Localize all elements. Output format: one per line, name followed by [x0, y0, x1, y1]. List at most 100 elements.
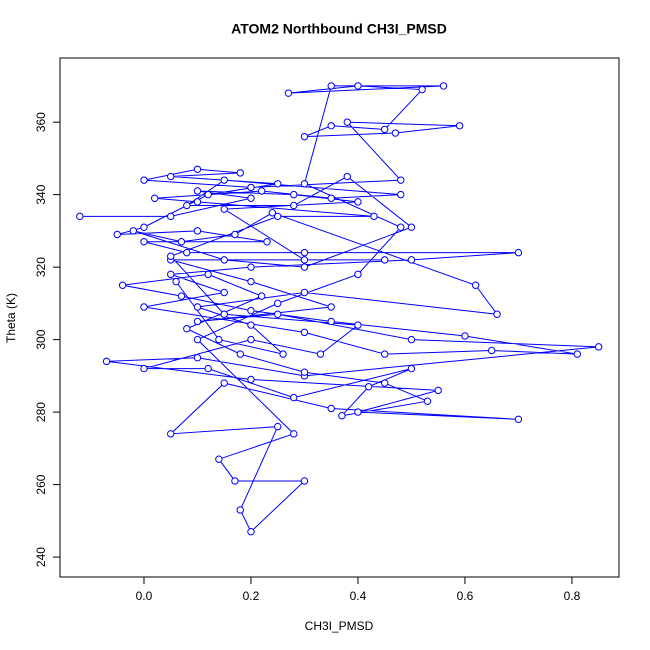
data-point — [257, 292, 266, 300]
data-point — [573, 350, 581, 358]
data-point — [167, 430, 175, 438]
data-point — [381, 379, 389, 387]
data-point — [290, 201, 298, 210]
plot-frame — [59, 57, 620, 578]
data-point — [167, 270, 175, 279]
data-point — [434, 386, 442, 395]
data-point — [140, 223, 148, 231]
data-point — [514, 415, 523, 424]
data-point — [300, 263, 309, 271]
data-point — [193, 335, 202, 344]
data-point — [247, 335, 255, 344]
data-point — [118, 281, 127, 289]
data-point — [274, 422, 282, 431]
data-point — [514, 248, 523, 257]
y-tick-label: 300 — [34, 329, 48, 349]
data-point — [300, 256, 309, 264]
x-tick-label: 0.0 — [136, 589, 153, 603]
data-point — [284, 89, 293, 97]
data-point — [220, 288, 228, 297]
data-point — [220, 310, 228, 318]
data-point — [204, 190, 212, 199]
data-point — [236, 350, 244, 358]
data-point — [594, 343, 603, 351]
x-tick-label: 0.8 — [564, 589, 581, 603]
data-point — [354, 408, 362, 416]
data-point — [150, 194, 159, 202]
data-point — [247, 277, 255, 286]
data-point — [343, 118, 351, 126]
data-point — [381, 256, 389, 264]
data-point — [247, 263, 255, 271]
data-point — [220, 205, 228, 213]
x-tick-label: 0.2 — [243, 589, 260, 603]
data-point — [300, 328, 309, 337]
data-point — [140, 364, 148, 373]
data-point — [397, 176, 405, 184]
data-point — [381, 350, 389, 358]
y-tick-label: 340 — [34, 184, 48, 204]
data-point — [274, 299, 282, 308]
data-point — [471, 281, 480, 289]
data-point — [354, 82, 362, 90]
data-point — [300, 288, 309, 297]
data-point — [220, 176, 228, 184]
data-point — [172, 277, 180, 286]
data-point — [407, 364, 416, 373]
data-point — [247, 321, 255, 329]
data-point — [290, 393, 298, 402]
data-point — [300, 368, 309, 376]
data-point — [193, 354, 202, 362]
data-point — [257, 187, 266, 195]
data-point — [204, 270, 212, 279]
data-point — [167, 212, 175, 221]
data-point — [290, 190, 298, 199]
data-point — [193, 198, 202, 206]
data-point — [487, 346, 496, 355]
data-point — [193, 317, 202, 326]
data-point — [274, 212, 282, 221]
data-point — [391, 129, 400, 137]
data-point — [397, 223, 405, 231]
data-point — [167, 252, 175, 260]
data-point — [397, 190, 405, 199]
data-point — [236, 169, 244, 177]
data-point — [327, 317, 335, 326]
data-point — [247, 527, 255, 536]
data-point — [407, 256, 416, 264]
data-point — [215, 335, 223, 344]
data-point — [102, 357, 111, 366]
data-point — [461, 332, 469, 340]
data-point — [183, 325, 191, 333]
data-point — [177, 292, 186, 300]
data-point — [215, 455, 223, 463]
data-point — [418, 85, 426, 94]
data-point — [268, 209, 277, 217]
data-point — [274, 310, 282, 318]
data-point — [354, 198, 362, 206]
data-point — [113, 230, 121, 239]
data-point — [183, 248, 191, 257]
data-point — [300, 477, 309, 485]
data-point — [167, 172, 175, 181]
data-point — [231, 477, 239, 485]
data-point — [177, 238, 186, 246]
chart-title: ATOM2 Northbound CH3I_PMSD — [231, 21, 447, 37]
data-point — [327, 303, 335, 311]
data-point — [327, 122, 335, 130]
data-point — [407, 223, 416, 231]
data-point — [247, 306, 255, 315]
data-point — [370, 212, 378, 221]
x-tick-label: 0.6 — [457, 589, 474, 603]
data-point — [204, 364, 212, 373]
data-point — [327, 404, 335, 413]
data-point — [263, 238, 271, 246]
data-point — [193, 227, 202, 235]
data-point — [300, 180, 309, 188]
data-point — [193, 303, 202, 311]
data-point — [193, 187, 202, 195]
data-point — [140, 176, 148, 184]
data-point — [327, 194, 335, 202]
data-point — [129, 227, 137, 235]
